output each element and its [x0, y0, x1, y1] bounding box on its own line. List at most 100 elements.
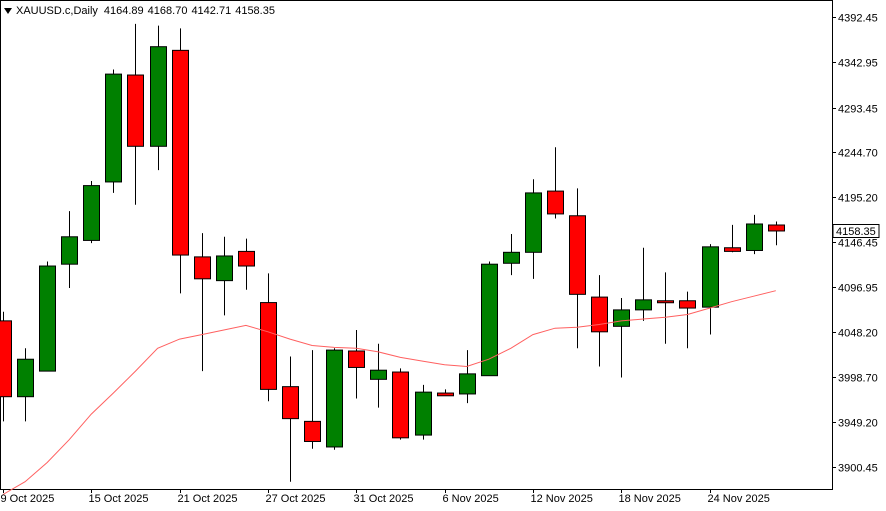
candle-body	[746, 223, 763, 251]
y-tick-label: 4096.95	[838, 283, 878, 295]
high-value: 4168.70	[147, 5, 188, 17]
candle	[39, 261, 56, 372]
symbol-label: XAUUSD.c,Daily	[16, 5, 98, 17]
candle-body	[83, 185, 100, 241]
candle	[635, 247, 652, 321]
candle-body	[635, 299, 652, 311]
candle	[304, 350, 321, 449]
candle	[392, 368, 409, 440]
y-tick-label: 3998.70	[838, 373, 878, 385]
candle-body	[702, 246, 719, 308]
candle-body	[39, 265, 56, 372]
y-tick-label: 4195.20	[838, 193, 878, 205]
candle	[525, 179, 542, 279]
triangle-down-icon[interactable]	[4, 8, 12, 14]
y-tick-label: 4244.70	[838, 148, 878, 160]
candle	[216, 236, 233, 316]
candle-body	[348, 350, 365, 368]
candle	[260, 273, 277, 402]
candle	[503, 234, 520, 276]
current-price-tag-box	[832, 224, 880, 238]
candle	[150, 25, 167, 171]
candle	[768, 221, 785, 246]
candle	[746, 214, 763, 255]
moving-average-line	[2, 290, 776, 495]
candle	[83, 181, 100, 244]
candle-body	[61, 236, 78, 265]
y-tick-label: 4146.45	[838, 238, 878, 250]
candle-body	[0, 320, 12, 398]
candle-body	[481, 263, 498, 377]
low-value: 4142.71	[191, 5, 232, 17]
candle	[481, 261, 498, 377]
candle-body	[216, 255, 233, 282]
candle-body	[105, 73, 122, 183]
candle	[459, 350, 476, 404]
x-tick-label: 21 Oct 2025	[178, 493, 238, 505]
time-axis: 9 Oct 2025 15 Oct 2025 21 Oct 2025 27 Oct 2…	[1, 489, 770, 505]
candles-layer	[0, 23, 785, 482]
candle-body	[150, 46, 167, 147]
candle-body	[768, 224, 785, 232]
current-price-tag-label: 4158.35	[836, 226, 876, 238]
candle-body	[370, 369, 387, 380]
candle-body	[724, 247, 741, 252]
close-value: 4158.35	[235, 5, 275, 17]
candle	[127, 23, 144, 205]
candle	[326, 348, 343, 450]
candle-body	[415, 391, 432, 436]
candle-body	[17, 358, 34, 398]
candle-body	[304, 420, 321, 442]
x-tick-label: 9 Oct 2025	[1, 493, 55, 505]
candle-body	[679, 300, 696, 309]
x-tick-label: 31 Oct 2025	[354, 493, 414, 505]
y-tick-label: 4048.20	[838, 328, 878, 340]
candle	[0, 311, 12, 422]
candle	[238, 238, 255, 290]
candle	[172, 28, 189, 294]
candle-body	[437, 392, 454, 397]
candle	[547, 147, 564, 219]
price-axis: 4392.45 4342.95 4293.45 4244.70 4195.20 4146.…	[832, 13, 878, 475]
candle	[657, 272, 674, 344]
chart-header: XAUUSD.c,Daily 4164.89 4168.70 4142.71 4…	[2, 4, 279, 18]
candle	[679, 291, 696, 349]
candle-body	[591, 296, 608, 333]
candle-body	[525, 192, 542, 253]
candle	[348, 329, 365, 399]
candle	[61, 211, 78, 288]
candle	[702, 244, 719, 335]
candle-body	[127, 74, 144, 147]
candle	[17, 348, 34, 422]
candle-body	[260, 302, 277, 390]
candle	[569, 188, 586, 349]
candle	[724, 224, 741, 253]
candle-body	[326, 349, 343, 448]
candle-body	[459, 373, 476, 395]
candle-body	[238, 250, 255, 267]
x-tick-label: 24 Nov 2025	[708, 493, 770, 505]
x-tick-label: 15 Oct 2025	[89, 493, 149, 505]
candle-body	[194, 256, 211, 280]
x-tick-label: 6 Nov 2025	[443, 493, 499, 505]
candle-body	[569, 215, 586, 295]
x-tick-label: 12 Nov 2025	[531, 493, 593, 505]
current-price-tag: 4158.35	[832, 224, 880, 238]
y-tick-label: 3900.45	[838, 463, 878, 475]
candle-body	[613, 309, 630, 327]
y-tick-label: 4392.45	[838, 13, 878, 25]
open-value: 4164.89	[103, 5, 144, 17]
candle-body	[657, 300, 674, 304]
candle-body	[172, 49, 189, 256]
candle	[591, 275, 608, 367]
candle-body	[392, 371, 409, 439]
candle-body	[503, 251, 520, 264]
x-tick-label: 27 Oct 2025	[266, 493, 326, 505]
y-tick-label: 4342.95	[838, 58, 878, 70]
candle-body	[547, 190, 564, 215]
candle	[415, 384, 432, 440]
candle	[194, 233, 211, 372]
x-tick-label: 18 Nov 2025	[619, 493, 681, 505]
